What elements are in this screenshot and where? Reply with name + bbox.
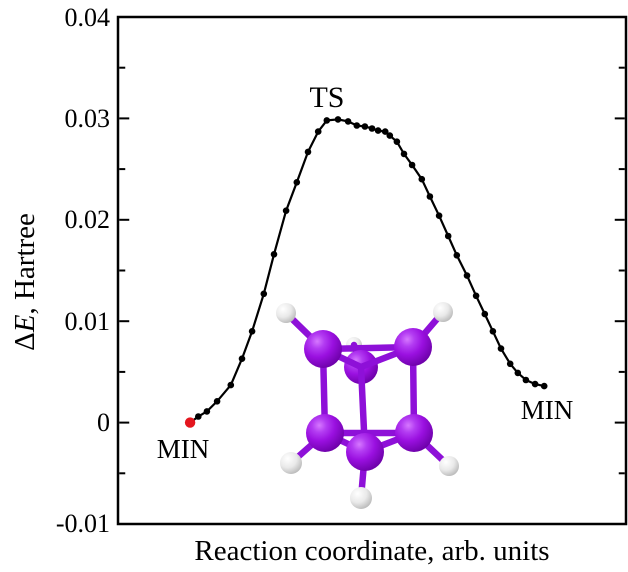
data-point <box>260 290 268 298</box>
ytick-0.04: 0.04 <box>65 3 111 32</box>
hydrogen-atom <box>433 302 453 322</box>
cluster-atom <box>394 328 432 366</box>
data-point <box>344 118 352 125</box>
data-point <box>426 193 434 200</box>
hydrogen-atom <box>276 303 296 323</box>
ytick-0: 0 <box>97 408 110 437</box>
cluster-atom <box>395 414 433 452</box>
data-point <box>489 328 497 335</box>
ytick--0.01: -0.01 <box>56 509 110 538</box>
data-point <box>400 150 408 158</box>
data-point <box>393 138 401 145</box>
data-point <box>463 272 471 279</box>
plot-frame <box>116 15 628 526</box>
data-point <box>386 132 394 139</box>
data-point <box>531 380 539 388</box>
data-point <box>304 148 312 156</box>
data-point <box>481 310 489 318</box>
min-left-annotation: MIN <box>157 434 210 464</box>
y-axis-label: ΔE, Hartree <box>9 213 41 351</box>
y-axis-ticks <box>119 16 625 525</box>
start-minimum-point <box>184 417 196 428</box>
data-point <box>314 128 322 135</box>
x-axis-label: Reaction coordinate, arb. units <box>194 535 549 567</box>
data-point <box>293 179 301 186</box>
data-point <box>381 128 389 135</box>
data-point <box>195 413 202 420</box>
cluster-atom <box>346 433 384 471</box>
ytick-0.03: 0.03 <box>65 104 111 133</box>
data-point <box>408 161 416 169</box>
ytick-0.01: 0.01 <box>65 307 111 336</box>
data-point <box>334 116 342 123</box>
data-point <box>368 125 376 132</box>
data-point <box>540 382 548 390</box>
data-point <box>227 381 235 389</box>
data-point <box>418 175 426 183</box>
hydrogen-atom <box>350 487 372 509</box>
data-point <box>497 345 505 352</box>
data-point <box>213 398 221 405</box>
data-point <box>453 252 461 259</box>
hydrogen-atom <box>439 456 459 476</box>
data-point <box>361 123 369 130</box>
y-axis-tick-labels: 0.04 0.03 0.02 0.01 0 -0.01 <box>56 3 110 538</box>
ts-annotation: TS <box>309 81 344 114</box>
min-right-annotation: MIN <box>521 395 574 425</box>
cluster-atom <box>306 414 344 452</box>
data-point <box>270 251 278 258</box>
data-point <box>522 376 530 384</box>
data-point <box>323 117 331 124</box>
energy-curve-line <box>189 118 545 424</box>
data-point <box>374 127 382 134</box>
cluster-atom <box>304 330 342 368</box>
data-point <box>203 408 211 415</box>
ytick-0.02: 0.02 <box>65 205 111 234</box>
data-point <box>472 292 480 300</box>
data-point <box>506 360 514 368</box>
molecule-inset <box>276 302 459 509</box>
data-point <box>248 328 256 335</box>
energy-curve <box>184 116 548 428</box>
hydrogen-atom <box>280 452 302 474</box>
data-point <box>444 232 452 240</box>
data-point <box>435 212 443 219</box>
data-point <box>353 122 361 129</box>
data-point <box>282 207 290 214</box>
data-point <box>514 369 522 377</box>
data-point <box>238 355 246 363</box>
